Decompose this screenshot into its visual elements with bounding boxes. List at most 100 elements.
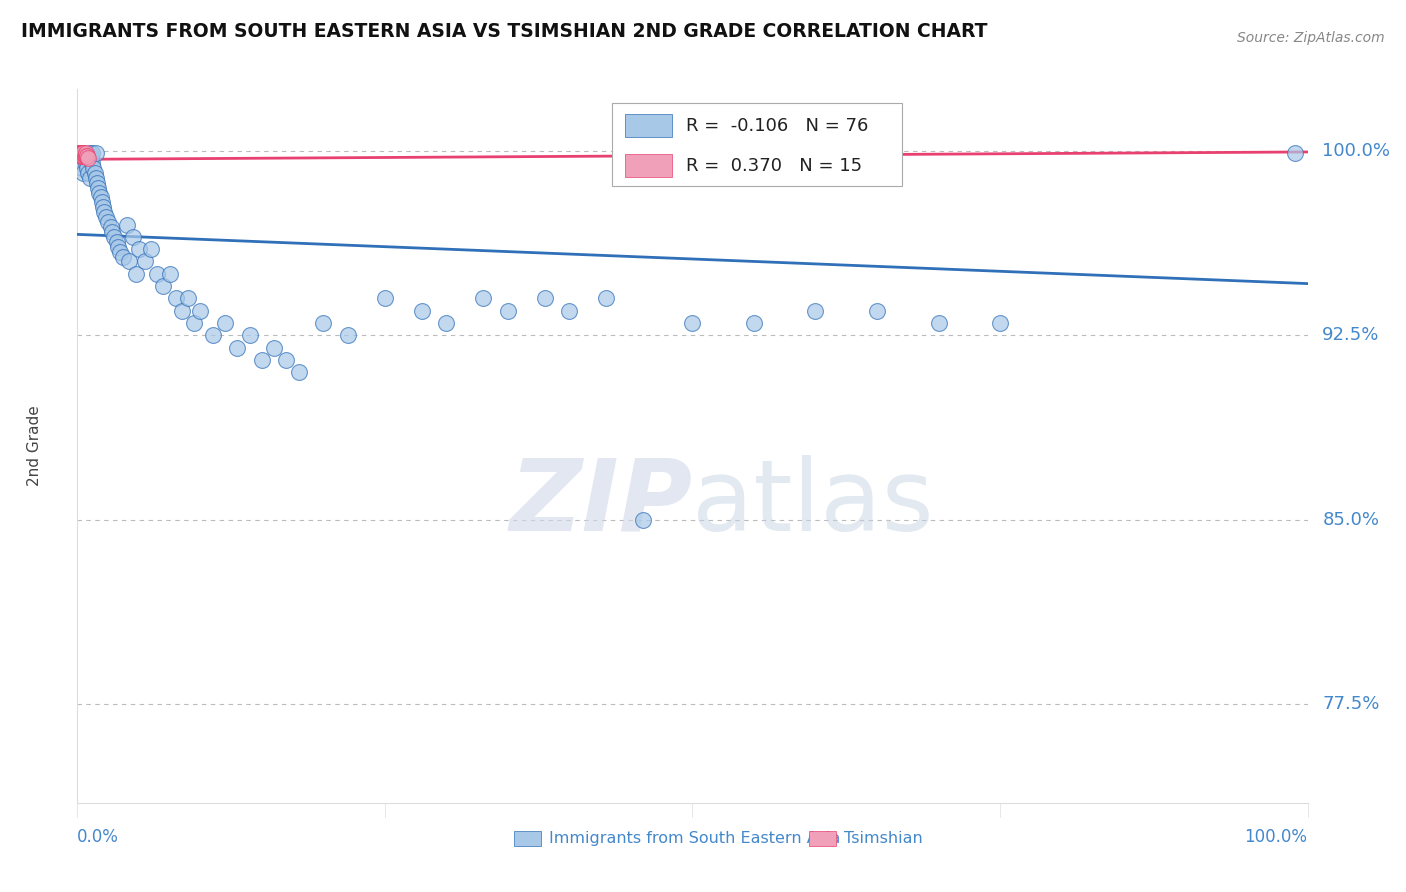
Point xyxy=(100,219,122,234)
Point xyxy=(70,161,93,175)
Point xyxy=(928,316,950,330)
Text: 85.0%: 85.0% xyxy=(1323,511,1379,529)
Point xyxy=(633,513,655,527)
Text: Tsimshian: Tsimshian xyxy=(844,831,922,846)
FancyBboxPatch shape xyxy=(613,103,901,186)
Point xyxy=(82,146,104,161)
Point xyxy=(183,316,205,330)
Point xyxy=(411,303,433,318)
Point xyxy=(97,215,120,229)
Point xyxy=(79,170,101,185)
Point xyxy=(105,235,128,249)
Bar xyxy=(515,830,541,847)
Point xyxy=(177,291,200,305)
Point xyxy=(90,190,112,204)
Point xyxy=(93,205,115,219)
Point xyxy=(84,146,107,161)
Point xyxy=(472,291,495,305)
Bar xyxy=(624,154,672,177)
Text: 2nd Grade: 2nd Grade xyxy=(27,406,42,486)
Point xyxy=(69,151,91,165)
Point xyxy=(89,186,111,200)
Point xyxy=(86,176,108,190)
Point xyxy=(75,156,97,170)
Point xyxy=(110,244,132,259)
Point xyxy=(595,291,617,305)
Point xyxy=(146,267,169,281)
Point xyxy=(79,146,101,161)
Point xyxy=(84,170,107,185)
Point xyxy=(263,341,285,355)
Text: Immigrants from South Eastern Asia: Immigrants from South Eastern Asia xyxy=(548,831,839,846)
Point xyxy=(436,316,458,330)
Point xyxy=(276,352,298,367)
Point xyxy=(107,240,129,254)
Point xyxy=(82,156,104,170)
Text: R =  0.370   N = 15: R = 0.370 N = 15 xyxy=(686,157,862,175)
Point xyxy=(496,303,519,318)
Point xyxy=(128,242,150,256)
Point xyxy=(988,316,1011,330)
Point xyxy=(83,166,105,180)
Point xyxy=(250,352,273,367)
Point xyxy=(90,195,114,210)
Point xyxy=(165,291,187,305)
Point xyxy=(239,328,262,343)
Point xyxy=(77,166,100,180)
Point xyxy=(170,303,193,318)
Text: IMMIGRANTS FROM SOUTH EASTERN ASIA VS TSIMSHIAN 2ND GRADE CORRELATION CHART: IMMIGRANTS FROM SOUTH EASTERN ASIA VS TS… xyxy=(21,22,987,41)
Point xyxy=(337,328,360,343)
Point xyxy=(72,148,94,162)
Point xyxy=(80,151,103,165)
Point xyxy=(76,161,98,175)
Point xyxy=(69,146,91,161)
Point xyxy=(288,365,311,379)
Point xyxy=(558,303,581,318)
Point xyxy=(72,166,94,180)
Point xyxy=(118,254,141,268)
Point xyxy=(103,230,125,244)
Point xyxy=(201,328,224,343)
Point xyxy=(226,341,249,355)
Text: Source: ZipAtlas.com: Source: ZipAtlas.com xyxy=(1237,31,1385,45)
Point xyxy=(72,146,94,161)
Point xyxy=(77,151,100,165)
Point xyxy=(374,291,396,305)
Bar xyxy=(624,114,672,137)
Point xyxy=(70,148,93,162)
Point xyxy=(188,303,212,318)
Text: R =  -0.106   N = 76: R = -0.106 N = 76 xyxy=(686,117,869,135)
Point xyxy=(853,146,876,161)
Point xyxy=(75,146,97,161)
Text: 0.0%: 0.0% xyxy=(77,828,120,846)
Point xyxy=(159,267,181,281)
Point xyxy=(121,230,143,244)
Point xyxy=(879,146,901,161)
Point xyxy=(82,161,104,175)
Text: ZIP: ZIP xyxy=(509,455,693,551)
Point xyxy=(534,291,557,305)
Point xyxy=(866,303,889,318)
Point xyxy=(67,146,90,161)
Point xyxy=(101,225,124,239)
Point xyxy=(87,180,110,194)
Point xyxy=(742,316,765,330)
Text: 100.0%: 100.0% xyxy=(1244,828,1308,846)
Point xyxy=(804,303,827,318)
Point xyxy=(76,148,98,162)
Text: atlas: atlas xyxy=(693,455,934,551)
Point xyxy=(141,242,163,256)
Point xyxy=(73,148,96,162)
Text: 77.5%: 77.5% xyxy=(1323,696,1379,714)
Point xyxy=(682,316,704,330)
Text: 100.0%: 100.0% xyxy=(1323,142,1391,160)
Point xyxy=(70,146,93,161)
Point xyxy=(152,279,174,293)
Text: 92.5%: 92.5% xyxy=(1323,326,1379,344)
Point xyxy=(73,151,96,165)
Point xyxy=(125,267,148,281)
Point xyxy=(67,146,90,161)
Point xyxy=(312,316,335,330)
Point xyxy=(94,210,117,224)
Point xyxy=(1284,146,1306,161)
